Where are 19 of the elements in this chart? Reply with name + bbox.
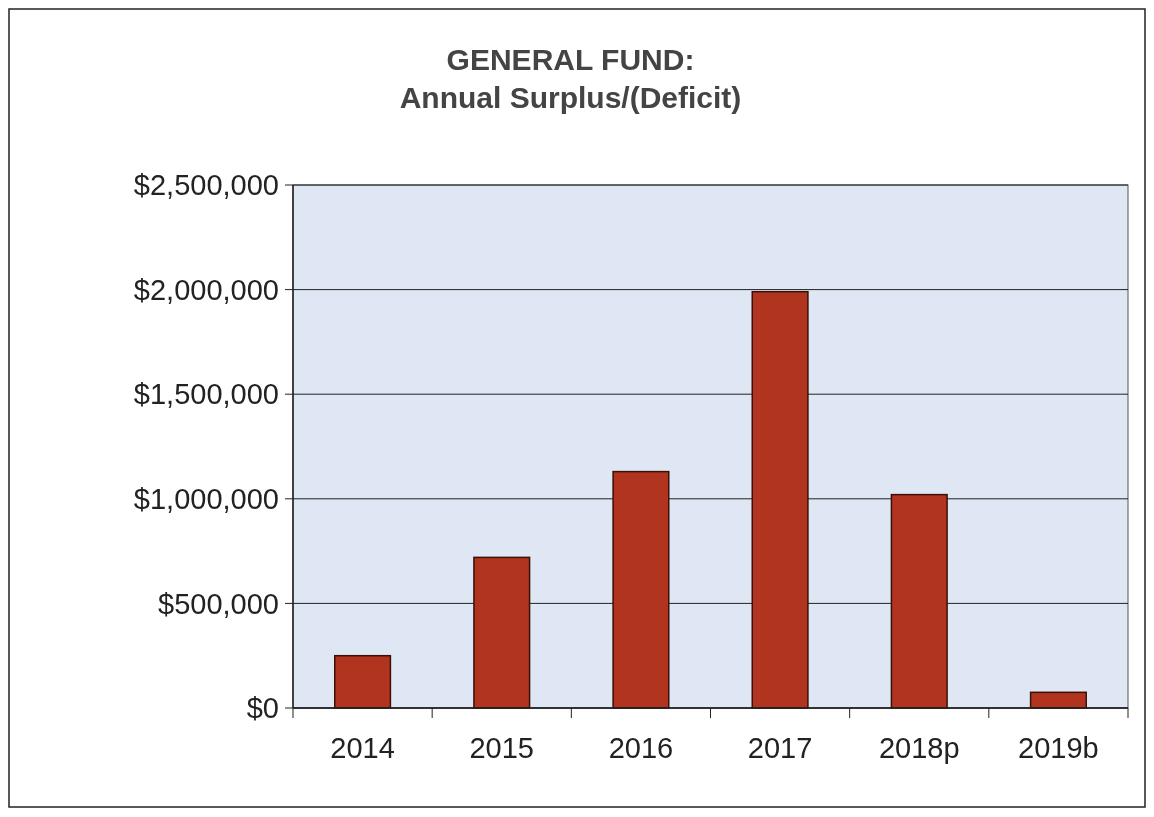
x-tick-label: 2015 [469,732,535,764]
y-tick-label: $500,000 [158,587,279,620]
y-tick-label: $1,500,000 [133,378,279,411]
bar [890,493,948,709]
y-tick-label: $2,000,000 [133,273,279,306]
bar [612,470,670,709]
y-tick-label: $0 [246,692,279,725]
x-tick-label: 2017 [747,732,813,764]
bar [473,556,531,709]
chart-title: GENERAL FUND: [446,43,695,76]
chart-subtitle: Annual Surplus/(Deficit) [399,81,742,114]
bar [334,654,392,709]
x-tick-label: 2019b [1018,732,1099,764]
x-tick-label: 2014 [330,732,395,764]
x-tick-label: 2018p [878,732,960,764]
x-tick-label: 2016 [608,732,674,764]
y-tick-label: $2,500,000 [133,169,279,202]
bar [751,290,809,709]
y-tick-label: $1,000,000 [133,482,279,515]
